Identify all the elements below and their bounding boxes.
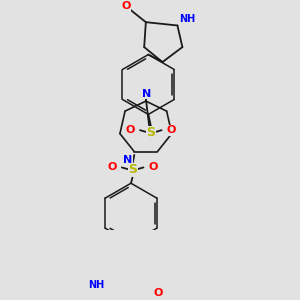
Text: O: O [125,125,135,135]
Text: O: O [149,162,158,172]
Text: NH: NH [88,280,104,290]
Text: S: S [146,126,155,139]
Text: NH: NH [179,14,196,24]
Text: O: O [121,2,130,11]
Text: O: O [107,162,117,172]
Text: S: S [128,164,137,176]
Text: N: N [142,88,151,99]
Text: O: O [167,125,176,135]
Text: N: N [123,155,132,165]
Text: O: O [154,288,163,298]
